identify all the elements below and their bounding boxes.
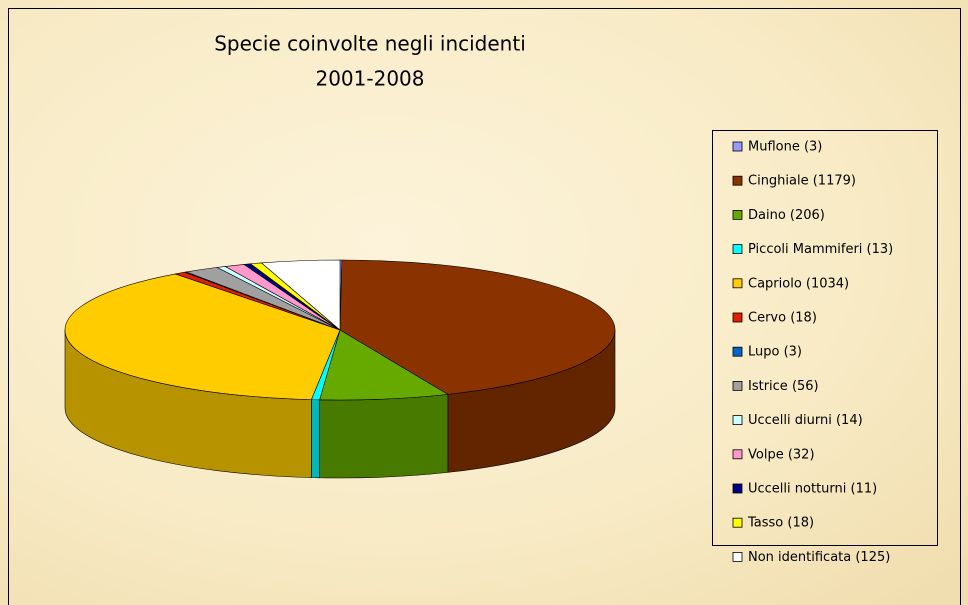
legend-label: Muflone (3) [748,140,822,155]
legend-swatch [732,552,743,562]
legend-label: Non identificata (125) [748,550,890,565]
legend-label: Tasso (18) [747,516,814,531]
legend-label: Piccoli Mammiferi (13) [748,242,893,257]
chart-title: Specie coinvolte negli incidenti [214,32,526,56]
legend-label: Capriolo (1034) [748,276,849,291]
legend-swatch [732,483,743,494]
legend-swatch [732,141,743,152]
chart-subtitle: 2001-2008 [315,67,424,91]
legend-box [712,130,938,546]
legend-swatch [732,449,743,460]
legend-label: Lupo (3) [748,345,802,360]
legend-label: Uccelli diurni (14) [748,413,863,428]
legend-swatch [732,278,743,289]
slice [319,329,449,401]
legend-label: Cinghiale (1179) [748,174,856,189]
legend-label: Istrice (56) [748,379,819,394]
legend-swatch [732,346,743,357]
legend-swatch [732,312,743,323]
legend-label: Uccelli notturni (11) [748,482,877,497]
chart-area [8,8,961,605]
legend-label: Daino (206) [748,208,825,223]
legend-swatch [732,244,743,255]
slice-side [319,394,449,479]
legend-label: Cervo (18) [748,311,817,326]
legend-label: Volpe (32) [748,447,815,462]
legend-swatch [732,175,743,186]
slice [260,259,341,331]
slice-side [311,399,320,479]
legend-swatch [732,209,743,220]
legend-swatch [732,415,743,426]
slice [339,259,616,395]
legend-swatch [732,517,743,528]
slice [64,273,341,400]
legend-swatch [732,380,743,391]
